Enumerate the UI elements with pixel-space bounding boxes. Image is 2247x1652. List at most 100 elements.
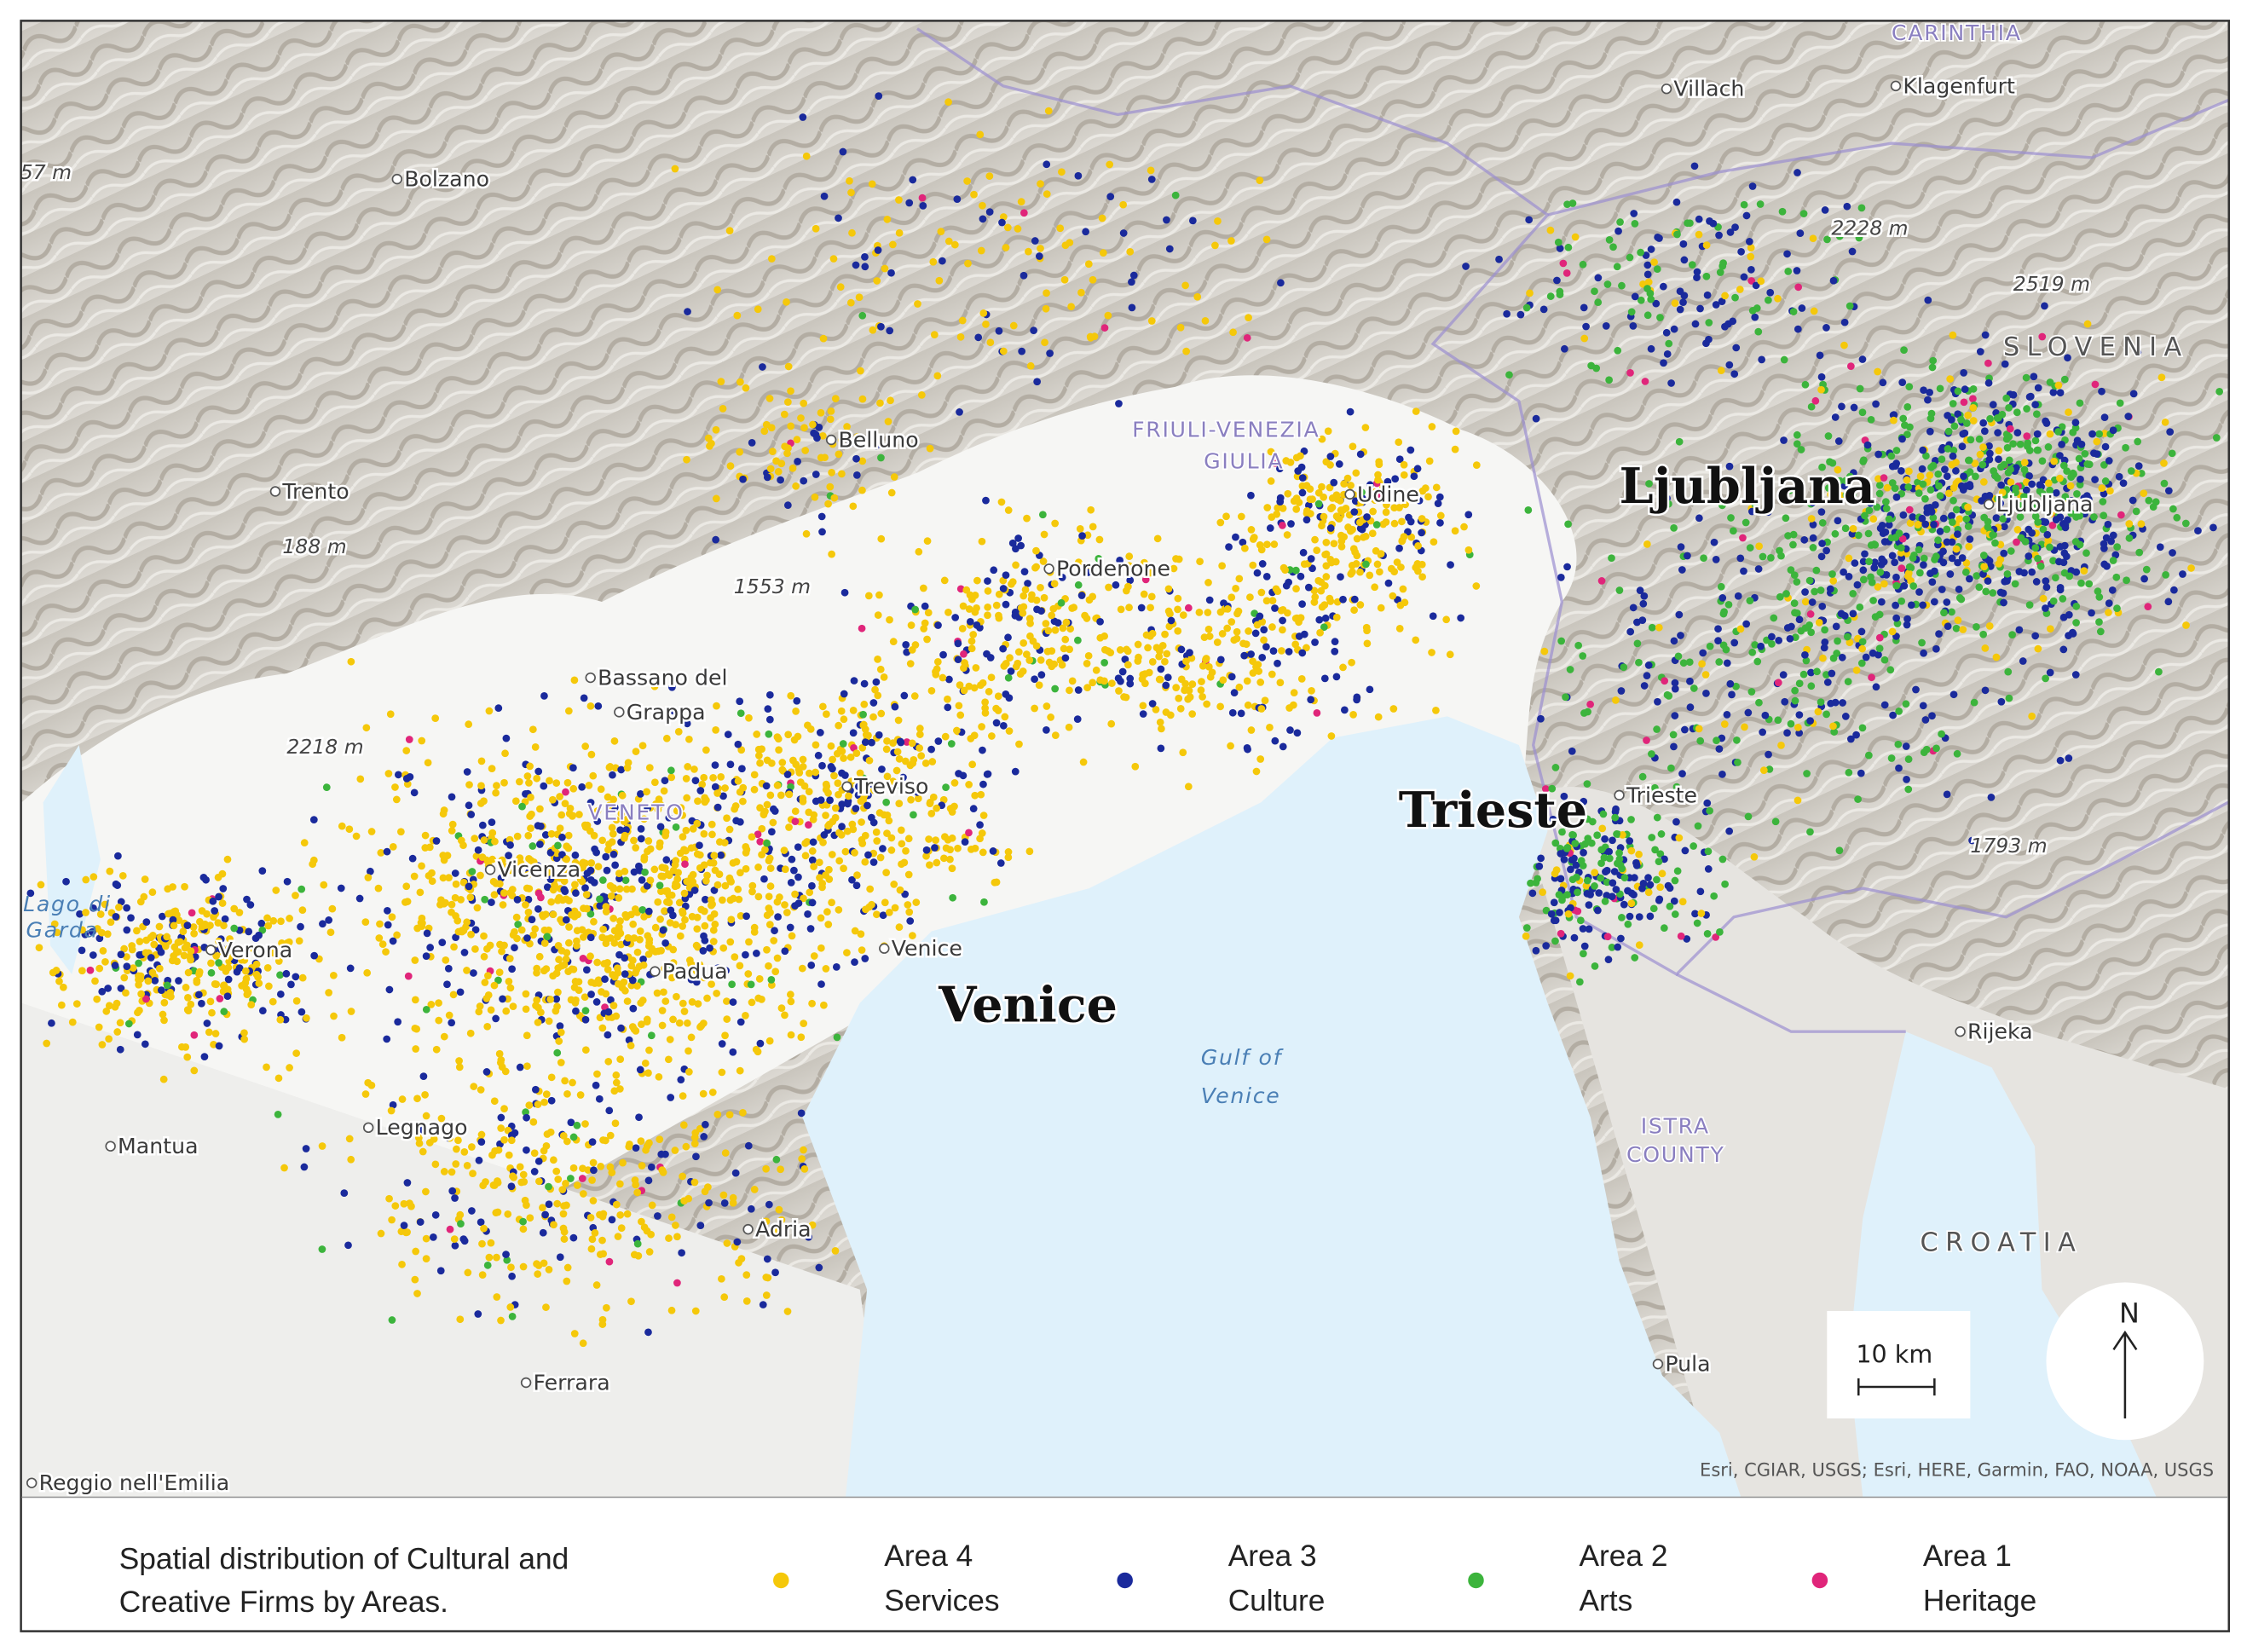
- firm-dot: [494, 976, 502, 985]
- firm-dot: [944, 609, 952, 616]
- firm-dot: [2134, 462, 2143, 470]
- firm-dot: [1982, 587, 1990, 596]
- firm-dot: [529, 931, 538, 939]
- firm-dot: [1696, 736, 1705, 745]
- firm-dot: [1306, 495, 1314, 504]
- firm-dot: [787, 997, 795, 1006]
- firm-dot: [1320, 581, 1329, 590]
- firm-dot: [562, 955, 570, 963]
- firm-dot: [1372, 521, 1381, 529]
- firm-dot: [421, 1090, 429, 1099]
- firm-dot: [660, 988, 667, 996]
- place-marker: [1661, 83, 1672, 95]
- firm-dot: [1626, 912, 1634, 921]
- firm-dot: [1085, 596, 1094, 604]
- firm-dot: [654, 806, 662, 814]
- firm-dot: [95, 934, 104, 943]
- firm-dot: [1614, 227, 1622, 235]
- firm-dot: [1801, 598, 1810, 606]
- firm-dot: [1257, 588, 1266, 597]
- firm-dot: [847, 188, 855, 197]
- firm-dot: [1140, 590, 1148, 598]
- firm-dot: [534, 1157, 543, 1165]
- firm-dot: [1715, 231, 1723, 240]
- firm-dot: [1613, 263, 1621, 271]
- firm-dot: [1806, 717, 1814, 725]
- firm-dot: [1041, 338, 1048, 347]
- firm-dot: [765, 395, 774, 402]
- firm-dot: [981, 709, 990, 717]
- firm-dot: [1020, 271, 1028, 280]
- firm-dot: [1399, 585, 1407, 593]
- firm-dot: [1727, 514, 1735, 522]
- firm-dot: [735, 895, 743, 904]
- firm-dot: [1524, 506, 1533, 514]
- firm-dot: [1320, 512, 1328, 521]
- firm-dot: [922, 852, 930, 860]
- firm-dot: [502, 734, 511, 742]
- firm-dot: [837, 831, 846, 839]
- firm-dot: [800, 1146, 807, 1154]
- firm-dot: [498, 857, 506, 865]
- firm-dot: [886, 326, 894, 335]
- firm-dot: [467, 811, 476, 818]
- firm-dot: [1715, 745, 1724, 753]
- firm-dot: [569, 1133, 578, 1141]
- firm-dot: [1794, 723, 1802, 731]
- firm-dot: [2038, 457, 2047, 465]
- firm-dot: [1794, 325, 1802, 333]
- firm-dot: [852, 881, 861, 890]
- firm-dot: [466, 893, 475, 902]
- firm-dot: [412, 1247, 420, 1256]
- firm-dot: [1089, 679, 1097, 687]
- firm-dot: [1800, 535, 1809, 544]
- firm-dot: [889, 739, 897, 748]
- firm-dot: [488, 898, 495, 906]
- firm-dot: [783, 398, 792, 407]
- firm-dot: [1260, 626, 1268, 634]
- firm-dot: [144, 977, 153, 985]
- firm-dot: [1576, 916, 1585, 925]
- firm-dot: [2031, 512, 2040, 521]
- firm-dot: [563, 1137, 571, 1146]
- firm-dot: [1895, 707, 1903, 715]
- firm-dot: [2020, 459, 2029, 466]
- firm-dot: [1971, 459, 1979, 467]
- firm-dot: [840, 588, 849, 597]
- firm-dot: [1952, 545, 1961, 553]
- firm-dot: [1670, 742, 1678, 751]
- firm-dot: [944, 835, 952, 844]
- firm-dot: [400, 1222, 408, 1229]
- firm-dot: [163, 933, 171, 941]
- firm-dot: [383, 1035, 391, 1043]
- firm-dot: [1635, 913, 1643, 921]
- firm-dot: [534, 1003, 542, 1012]
- firm-dot: [547, 1096, 556, 1105]
- firm-dot: [977, 681, 985, 690]
- firm-dot: [616, 917, 624, 925]
- firm-dot: [1177, 675, 1186, 684]
- firm-dot: [2073, 436, 2082, 445]
- firm-dot: [1807, 682, 1816, 690]
- firm-dot: [1998, 410, 2007, 419]
- firm-dot: [778, 759, 787, 766]
- firm-dot: [2028, 568, 2036, 576]
- firm-dot: [1330, 540, 1338, 548]
- firm-dot: [1736, 286, 1744, 293]
- firm-dot: [2132, 507, 2140, 516]
- firm-dot: [1869, 649, 1877, 657]
- firm-dot: [939, 673, 947, 682]
- firm-dot: [609, 795, 617, 804]
- firm-dot: [187, 1000, 195, 1008]
- firm-dot: [1172, 684, 1181, 692]
- firm-dot: [445, 874, 453, 882]
- firm-dot: [1659, 282, 1667, 291]
- firm-dot: [391, 1202, 400, 1210]
- firm-dot: [713, 702, 720, 710]
- firm-dot: [965, 605, 973, 613]
- firm-dot: [1763, 489, 1771, 498]
- firm-dot: [482, 1068, 491, 1076]
- firm-dot: [1115, 400, 1123, 407]
- firm-dot: [875, 731, 883, 739]
- firm-dot: [666, 919, 674, 927]
